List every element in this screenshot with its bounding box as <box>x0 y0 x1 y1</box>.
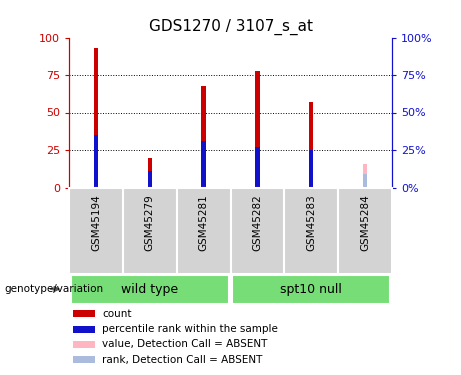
Text: percentile rank within the sample: percentile rank within the sample <box>102 324 278 334</box>
Text: GSM45284: GSM45284 <box>360 194 370 251</box>
Bar <box>309 150 313 188</box>
Text: spt10 null: spt10 null <box>280 282 342 296</box>
Bar <box>71 275 229 304</box>
Text: GSM45283: GSM45283 <box>306 194 316 251</box>
Text: rank, Detection Call = ABSENT: rank, Detection Call = ABSENT <box>102 355 263 365</box>
Bar <box>123 188 177 274</box>
Text: genotype/variation: genotype/variation <box>5 284 104 294</box>
Bar <box>255 70 260 188</box>
Bar <box>73 326 95 333</box>
Bar <box>69 188 123 274</box>
Bar <box>73 341 95 348</box>
Bar <box>284 188 338 274</box>
Text: GSM45279: GSM45279 <box>145 194 155 251</box>
Bar <box>148 158 152 188</box>
Bar <box>338 188 392 274</box>
Bar <box>232 275 390 304</box>
Bar <box>363 174 367 188</box>
Text: value, Detection Call = ABSENT: value, Detection Call = ABSENT <box>102 339 268 350</box>
Bar <box>201 141 206 188</box>
Text: GSM45282: GSM45282 <box>252 194 262 251</box>
Bar <box>94 48 98 188</box>
Bar <box>177 188 230 274</box>
Text: GSM45281: GSM45281 <box>199 194 209 251</box>
Bar <box>148 171 152 188</box>
Text: count: count <box>102 309 132 319</box>
Bar <box>230 188 284 274</box>
Bar <box>309 102 313 188</box>
Bar <box>73 310 95 317</box>
Text: GSM45194: GSM45194 <box>91 194 101 251</box>
Title: GDS1270 / 3107_s_at: GDS1270 / 3107_s_at <box>148 18 313 35</box>
Bar <box>94 135 98 188</box>
Bar <box>363 164 367 188</box>
Bar <box>201 86 206 188</box>
Bar <box>255 147 260 188</box>
Text: wild type: wild type <box>121 282 178 296</box>
Bar <box>73 356 95 363</box>
